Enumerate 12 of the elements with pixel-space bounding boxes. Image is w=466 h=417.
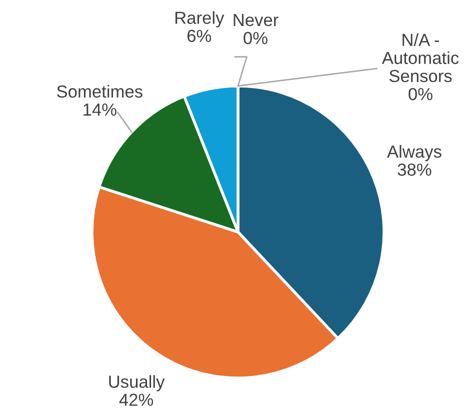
data-label: 14% — [84, 104, 116, 116]
slice-label: Always — [387, 145, 442, 162]
slice-label: Usually — [109, 375, 165, 392]
data-label: 6% — [187, 30, 212, 42]
text: 0% — [244, 32, 268, 44]
data-label: 38% — [398, 164, 432, 176]
slice-label: Sometimes — [57, 84, 142, 98]
text: 0% — [408, 88, 432, 100]
category-label: Never — [234, 14, 278, 26]
slice-label: Rarely — [175, 11, 224, 28]
category-label: N/A - Automatic Sensors — [382, 33, 459, 82]
data-label: 42% — [119, 394, 154, 406]
